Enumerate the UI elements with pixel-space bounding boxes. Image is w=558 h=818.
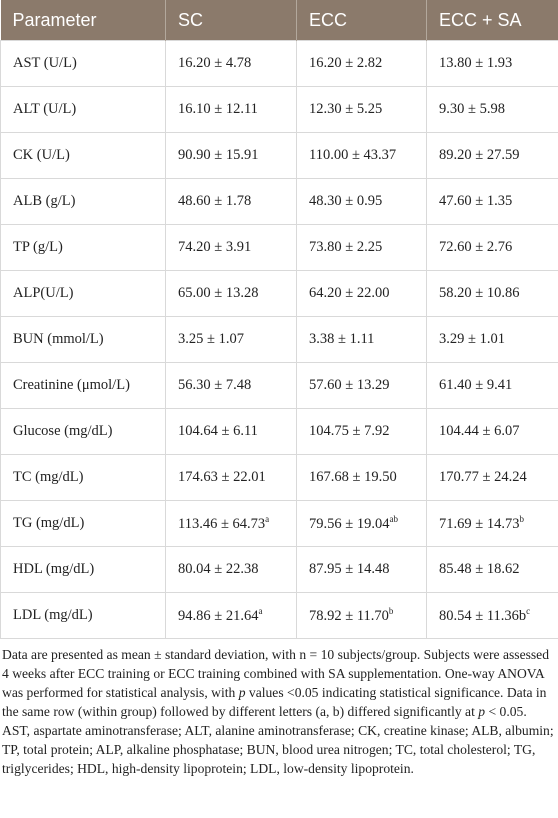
table-cell: 167.68 ± 19.50	[296, 454, 427, 501]
table-cell: 47.60 ± 1.35	[426, 178, 558, 225]
table-cell: 113.46 ± 64.73a	[165, 500, 297, 547]
table-cell: TC (mg/dL)	[0, 454, 166, 501]
table-cell: 61.40 ± 9.41	[426, 362, 558, 409]
header-cell: SC	[165, 0, 297, 41]
table-cell: BUN (mmol/L)	[0, 316, 166, 363]
table-cell: 170.77 ± 24.24	[426, 454, 558, 501]
cell-value: 80.54 ± 11.36b	[439, 607, 527, 624]
table-cell: 72.60 ± 2.76	[426, 224, 558, 271]
table-cell: ALB (g/L)	[0, 178, 166, 225]
table-cell: 16.10 ± 12.11	[165, 86, 297, 133]
table-cell: 110.00 ± 43.37	[296, 132, 427, 179]
table-cell: 104.64 ± 6.11	[165, 408, 297, 455]
table-cell: 56.30 ± 7.48	[165, 362, 297, 409]
table-row: Creatinine (μmol/L) 56.30 ± 7.48 57.60 ± 1…	[0, 362, 558, 409]
table-cell: 16.20 ± 2.82	[296, 40, 427, 87]
table-cell: 74.20 ± 3.91	[165, 224, 297, 271]
table-cell: 174.63 ± 22.01	[165, 454, 297, 501]
table-cell: TP (g/L)	[0, 224, 166, 271]
table-cell: 104.75 ± 7.92	[296, 408, 427, 455]
header-cell: ECC + SA	[426, 0, 558, 41]
table-cell: 16.20 ± 4.78	[165, 40, 297, 87]
table-cell: 73.80 ± 2.25	[296, 224, 427, 271]
table-cell: 79.56 ± 19.04ab	[296, 500, 427, 547]
header-cell: Parameter	[0, 0, 166, 41]
cell-value: 113.46 ± 64.73	[178, 515, 266, 532]
cell-value: 71.69 ± 14.73	[439, 515, 520, 532]
footnote-text: values <0.05 indicating statistical sign…	[2, 685, 547, 719]
footnote-text: p	[238, 685, 246, 700]
table-cell: 3.38 ± 1.11	[296, 316, 427, 363]
table-cell: 58.20 ± 10.86	[426, 270, 558, 317]
superscript: c	[526, 606, 531, 617]
table-cell: HDL (mg/dL)	[0, 546, 166, 593]
table-cell: LDL (mg/dL)	[0, 592, 166, 639]
table-cell: 80.04 ± 22.38	[165, 546, 297, 593]
table-row: ALP(U/L) 65.00 ± 13.28 64.20 ± 22.00 58.20 …	[0, 270, 558, 317]
header-cell: ECC	[296, 0, 427, 41]
table-cell: 64.20 ± 22.00	[296, 270, 427, 317]
table-cell: Glucose (mg/dL)	[0, 408, 166, 455]
table-cell: TG (mg/dL)	[0, 500, 166, 547]
table-body: AST (U/L) 16.20 ± 4.78 16.20 ± 2.82 13.80 ±…	[0, 40, 558, 639]
table-cell: 13.80 ± 1.93	[426, 40, 558, 87]
table-cell: 94.86 ± 21.64a	[165, 592, 297, 639]
superscript: a	[258, 606, 263, 617]
table-cell: 89.20 ± 27.59	[426, 132, 558, 179]
superscript: b	[519, 514, 524, 525]
table-cell: 3.25 ± 1.07	[165, 316, 297, 363]
table-cell: 9.30 ± 5.98	[426, 86, 558, 133]
table-cell: 57.60 ± 13.29	[296, 362, 427, 409]
table-row: ALB (g/L) 48.60 ± 1.78 48.30 ± 0.95 47.60 ±…	[0, 178, 558, 225]
cell-value: 79.56 ± 19.04	[309, 515, 390, 532]
table-row: TC (mg/dL) 174.63 ± 22.01 167.68 ± 19.50 17…	[0, 454, 558, 501]
table-cell: ALP(U/L)	[0, 270, 166, 317]
table-cell: 48.30 ± 0.95	[296, 178, 427, 225]
table-row: Glucose (mg/dL) 104.64 ± 6.11 104.75 ± 7.9…	[0, 408, 558, 455]
table-cell: 48.60 ± 1.78	[165, 178, 297, 225]
table-cell: AST (U/L)	[0, 40, 166, 87]
table-row: TP (g/L) 74.20 ± 3.91 73.80 ± 2.25 72.60 ± …	[0, 224, 558, 271]
table-row: CK (U/L) 90.90 ± 15.91 110.00 ± 43.37 89.20…	[0, 132, 558, 179]
table-cell: 87.95 ± 14.48	[296, 546, 427, 593]
superscript: b	[388, 606, 394, 617]
table-cell: Creatinine (μmol/L)	[0, 362, 166, 409]
table-row: AST (U/L) 16.20 ± 4.78 16.20 ± 2.82 13.80 ±…	[0, 40, 558, 87]
table-cell: 85.48 ± 18.62	[426, 546, 558, 593]
table-cell: 104.44 ± 6.07	[426, 408, 558, 455]
table-cell: CK (U/L)	[0, 132, 166, 179]
cell-value: 94.86 ± 21.64	[178, 607, 259, 624]
superscript: a	[265, 514, 270, 525]
table-row: LDL (mg/dL) 94.86 ± 21.64a 78.92 ± 11.70b 8…	[0, 592, 558, 639]
footnote-text: < 0.05. AST, aspartate aminotransferase;…	[2, 704, 554, 776]
table-cell: 78.92 ± 11.70b	[296, 592, 427, 639]
header-row: Parameter SC ECC ECC + SA	[0, 0, 558, 41]
footnote-text: Data are presented as mean ± standard de…	[2, 647, 550, 700]
table-row: TG (mg/dL) 113.46 ± 64.73a 79.56 ± 19.04ab…	[0, 500, 558, 547]
table-cell: 65.00 ± 13.28	[165, 270, 297, 317]
table-cell: 71.69 ± 14.73b	[426, 500, 558, 547]
table-cell: ALT (U/L)	[0, 86, 166, 133]
table-row: BUN (mmol/L) 3.25 ± 1.07 3.38 ± 1.11 3.29 ±…	[0, 316, 558, 363]
table-cell: 80.54 ± 11.36bc	[426, 592, 558, 639]
data-table: Parameter SC ECC ECC + SA AST (U/L) 16.20 ± …	[0, 0, 558, 639]
table-row: ALT (U/L) 16.10 ± 12.11 12.30 ± 5.25 9.30 ±…	[0, 86, 558, 133]
cell-value: 78.92 ± 11.70	[309, 607, 389, 624]
table-cell: 90.90 ± 15.91	[165, 132, 297, 179]
table-cell: 12.30 ± 5.25	[296, 86, 427, 133]
superscript: ab	[389, 514, 398, 525]
footnote: Data are presented as mean ± standard de…	[0, 639, 558, 778]
table-cell: 3.29 ± 1.01	[426, 316, 558, 363]
table-row: HDL (mg/dL) 80.04 ± 22.38 87.95 ± 14.48 85.…	[0, 546, 558, 593]
footnote-text: p	[478, 704, 486, 719]
